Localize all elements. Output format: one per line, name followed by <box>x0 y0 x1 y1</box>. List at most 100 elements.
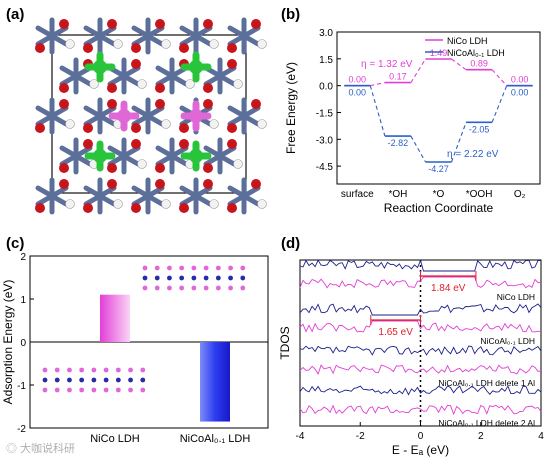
hydrogen-atom <box>65 199 75 209</box>
x-axis-label: E - Eₐ (eV) <box>392 443 449 457</box>
x-tick-label: -4 <box>296 431 305 442</box>
watermark-icon: ◎ <box>6 443 17 455</box>
oxygen-atom <box>227 43 237 53</box>
inset-atom <box>79 377 85 383</box>
hydrogen-atom <box>161 39 171 49</box>
connector-line <box>451 58 467 71</box>
inset-atom <box>215 265 221 271</box>
tdos-curve <box>299 345 542 356</box>
inset-atom <box>103 367 109 373</box>
inset-atom <box>240 275 246 281</box>
tdos-curve <box>299 259 542 272</box>
inset-atom <box>128 387 133 393</box>
panel-a: (a) <box>0 0 275 225</box>
inset-atom <box>140 377 146 383</box>
oxygen-atom <box>203 83 213 93</box>
bar <box>200 342 230 422</box>
inset-atom <box>142 285 148 291</box>
data-label: 0.00 <box>511 75 529 85</box>
pink-metal-atom <box>117 109 131 123</box>
crystal-structure-illustration: (a) <box>6 6 267 215</box>
gap-label: 1.65 eV <box>378 327 413 338</box>
oxygen-atom <box>131 203 141 213</box>
oxygen-atom <box>227 123 237 133</box>
x-tick-label: NiCo LDH <box>90 433 140 445</box>
watermark-text: 大咖说科研 <box>20 443 76 455</box>
inset-atom <box>179 265 185 271</box>
oxygen-atom <box>155 83 165 93</box>
y-axis-label: Free Energy (eV) <box>284 62 298 154</box>
hydrogen-atom <box>161 119 171 129</box>
oxygen-atom <box>131 123 141 133</box>
hydrogen-atom <box>113 199 123 209</box>
y-tick-label: 0.0 <box>319 82 333 93</box>
inset-atom <box>79 387 85 393</box>
panel-d: (d) -4 -2 0 2 4 E - Eₐ (eV) TDOS NiCo LDH NiCoAl… <box>275 228 547 461</box>
tdos-curve <box>299 385 542 396</box>
oxygen-atom <box>59 163 69 173</box>
legend-label: NiCoAl₀.₁ LDH <box>447 48 505 58</box>
inset-atom <box>215 275 221 281</box>
inset-atom <box>54 387 60 393</box>
data-label: 0.00 <box>511 88 529 98</box>
inset-atom <box>191 275 197 281</box>
y-tick-label: -3.0 <box>316 135 334 146</box>
oxygen-atom <box>155 99 165 109</box>
curve-label: NiCoAl₀.₁ LDH delete 1 Al <box>438 378 535 388</box>
y-tick-label: -4.5 <box>316 162 334 173</box>
oxygen-atom <box>155 19 165 29</box>
y-tick-label: 3.0 <box>319 28 333 39</box>
inset-atom <box>91 387 97 393</box>
inset-atom <box>140 367 146 373</box>
inset-atom <box>54 377 60 383</box>
y-tick-label: 2 <box>20 252 26 263</box>
oxygen-atom <box>227 203 237 213</box>
oxygen-atom <box>179 203 189 213</box>
x-tick-label: 0 <box>418 431 424 442</box>
inset-atom <box>154 265 160 271</box>
x-tick-label: -2 <box>356 431 365 442</box>
data-label: -2.82 <box>388 138 409 148</box>
inset-atom <box>91 367 97 373</box>
tdos-curve <box>299 276 542 289</box>
y-tick-label: 1 <box>20 295 26 306</box>
inset-atom <box>103 377 109 383</box>
connector-line <box>370 82 386 87</box>
y-axis-label: Adsorption Energy (eV) <box>1 280 15 405</box>
inset-atom <box>191 265 197 271</box>
y-axis-label: TDOS <box>278 326 292 359</box>
plot-frame <box>336 31 541 185</box>
data-label: -4.27 <box>428 164 449 174</box>
green-metal-atom <box>93 149 107 163</box>
connector-line <box>491 85 508 123</box>
inset-atom <box>179 275 185 281</box>
oxygen-atom <box>227 139 237 149</box>
data-label: 0.00 <box>349 75 367 85</box>
x-tick-label: *O <box>433 189 445 200</box>
y-tick-label: -1.5 <box>316 108 334 119</box>
y-tick-label: -2 <box>17 424 26 435</box>
x-tick-label: NiCoAl₀.₁ LDH <box>180 433 251 445</box>
inset-atom <box>91 377 97 383</box>
hydrogen-atom <box>137 159 147 169</box>
inset-atom <box>142 265 148 271</box>
inset-atom <box>128 377 133 383</box>
oxygen-atom <box>107 163 117 173</box>
oxygen-atom <box>251 99 261 109</box>
tdos-curve <box>299 364 542 375</box>
bar <box>100 294 130 342</box>
oxygen-atom <box>179 43 189 53</box>
oxygen-atom <box>83 123 93 133</box>
connector-line <box>410 58 426 83</box>
watermark: ◎ 大咖说科研 <box>6 440 75 456</box>
oxygen-atom <box>59 179 69 189</box>
x-tick-label: 2 <box>478 431 484 442</box>
hydrogen-atom <box>209 39 219 49</box>
connector-line <box>410 135 426 163</box>
inset-atom <box>42 387 48 393</box>
inset-atom <box>140 387 146 393</box>
inset-atom <box>154 285 160 291</box>
panel-c: (c) 2 1 0 -1 -2 Adsorption Energy (eV) NiCo LD… <box>0 228 275 461</box>
hydrogen-atom <box>257 39 267 49</box>
oxygen-atom <box>59 83 69 93</box>
